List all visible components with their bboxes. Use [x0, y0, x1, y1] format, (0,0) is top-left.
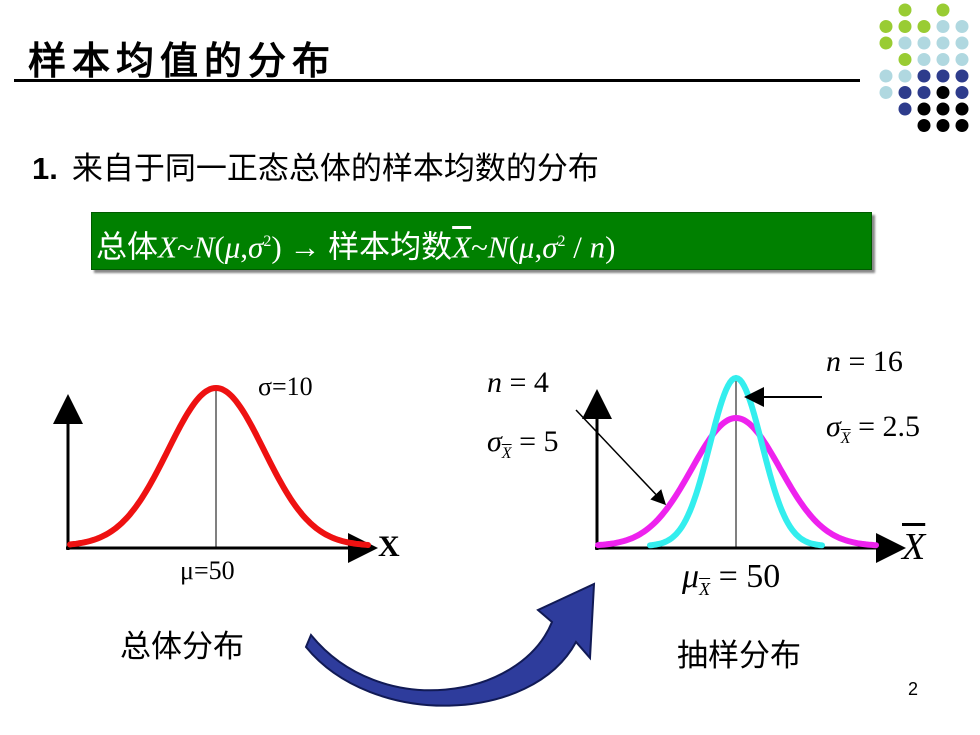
decor-dot: [917, 86, 931, 99]
title-underline: [14, 79, 860, 82]
formula-lparen: (: [214, 229, 225, 265]
decor-dot: [898, 102, 912, 116]
decor-dot: [917, 36, 931, 50]
heading-number: 1.: [32, 151, 58, 186]
formula-rparen-2: ): [605, 229, 616, 265]
heading-text: 来自于同一正态总体的样本均数的分布: [71, 151, 599, 187]
page-number: 2: [908, 679, 919, 699]
sampling-sd16-label: σX = 2.5: [826, 410, 920, 448]
sampling-n4-label: n = 4: [487, 366, 549, 400]
formula-comma-2: ,: [534, 229, 543, 265]
decor-dot: [879, 20, 893, 33]
sd4-sub: X: [501, 445, 512, 462]
formula-mu: μ: [224, 229, 241, 265]
sd4-eq: = 5: [511, 425, 559, 458]
decor-dot: [898, 20, 912, 33]
n4-n: n: [487, 366, 502, 399]
population-curve: [67, 384, 371, 548]
decor-dot: [917, 119, 931, 132]
mu-sub: X: [699, 578, 711, 599]
formula-sigma: σ: [248, 229, 264, 265]
formula-comma: ,: [240, 229, 249, 265]
decor-dot: [936, 36, 950, 50]
formula-square: 2: [263, 233, 272, 250]
decor-dot: [917, 102, 931, 116]
decor-dot: [917, 53, 931, 66]
sampling-caption: 抽样分布: [677, 638, 801, 674]
sampling-curve-n4: [595, 414, 879, 549]
population-caption: 总体分布: [120, 629, 244, 665]
decor-dot: [955, 119, 969, 132]
formula-xbar: X: [452, 229, 472, 265]
sd16-sub: X: [840, 430, 851, 447]
decor-dot: [936, 20, 950, 33]
sd16-sigma: σ: [826, 410, 841, 443]
decor-dot: [898, 36, 912, 50]
sd4-sigma: σ: [487, 425, 502, 458]
decor-dot: [898, 3, 912, 17]
decor-dot: [879, 36, 893, 50]
formula-square-2: 2: [557, 233, 566, 250]
decor-dot: [936, 119, 950, 132]
sampling-mu-label: μX = 50: [682, 558, 780, 600]
sampling-sd4-label: σX = 5: [487, 425, 559, 463]
curved-arrow-icon: [304, 582, 596, 707]
decor-dot: [936, 102, 950, 116]
decor-dot: [955, 69, 969, 83]
decor-dot: [898, 86, 912, 99]
slide-title: 样本均值的分布: [28, 38, 337, 83]
formula-normal-n-2: N: [487, 229, 509, 265]
decor-dot: [936, 86, 950, 99]
sd16-eq: = 2.5: [850, 410, 920, 443]
decor-dot: [917, 69, 931, 83]
decor-dot: [936, 53, 950, 66]
decor-dot: [917, 20, 931, 33]
formula-population: 总体: [96, 229, 158, 265]
formula-lparen-2: (: [508, 229, 519, 265]
sampling-n16-label: n = 16: [826, 345, 903, 379]
pointer-arrow-n4: [575, 409, 667, 506]
formula-sample-mean: 样本均数: [328, 229, 453, 265]
formula-tilde-2: ~: [471, 229, 488, 265]
formula-mu-2: μ: [518, 229, 535, 265]
formula-n: n: [589, 229, 606, 265]
sampling-x-label: X: [902, 525, 925, 569]
xbar-label: X: [902, 526, 926, 568]
dot-grid-decoration: [879, 3, 969, 132]
formula-rparen: ): [271, 229, 282, 265]
n16-n: n: [826, 345, 841, 378]
decor-dot: [955, 102, 969, 116]
population-sigma-label: σ=10: [258, 372, 313, 401]
formula-box: 总体X~N(μ,σ2) → 样本均数X~N(μ,σ2 / n): [91, 212, 872, 270]
decor-dot: [879, 69, 893, 83]
formula-slash: /: [565, 229, 590, 265]
formula-arrow: →: [289, 229, 321, 265]
decor-dot: [955, 86, 969, 99]
formula-normal-n: N: [193, 229, 215, 265]
formula-var-x: X: [158, 229, 177, 265]
decor-dot: [936, 69, 950, 83]
population-mu-label: μ=50: [180, 556, 235, 585]
mu-eq: = 50: [710, 558, 781, 595]
mu-sym: μ: [682, 558, 700, 595]
formula-tilde: ~: [176, 229, 194, 265]
n16-eq: = 16: [841, 345, 903, 378]
decor-dot: [898, 69, 912, 83]
formula-sigma-2: σ: [542, 229, 558, 265]
section-heading: 1. 来自于同一正态总体的样本均数的分布: [32, 143, 599, 188]
decor-dot: [955, 53, 969, 66]
decor-dot: [936, 3, 950, 17]
decor-dot: [955, 36, 969, 50]
n4-eq: = 4: [502, 366, 549, 399]
population-x-label: X: [378, 530, 400, 563]
sampling-curve-n16: [647, 374, 825, 549]
decor-dot: [879, 86, 893, 99]
decor-dot: [955, 20, 969, 33]
decor-dot: [898, 53, 912, 66]
